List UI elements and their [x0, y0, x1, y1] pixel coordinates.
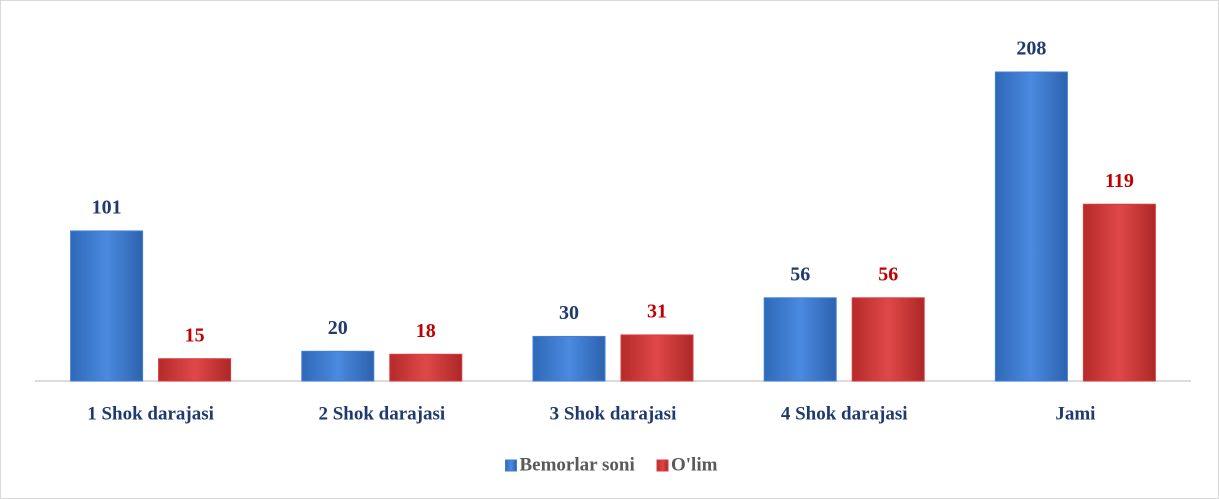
- data-label: 20: [328, 317, 348, 339]
- legend-label: O'lim: [671, 454, 718, 475]
- bar: [1082, 203, 1156, 382]
- bar: [994, 71, 1068, 382]
- x-tick-label: 1 Shok darajasi: [87, 403, 214, 424]
- bar: [70, 230, 144, 382]
- legend-swatch: [656, 459, 669, 472]
- bar: [532, 335, 606, 382]
- data-label: 119: [1105, 170, 1134, 192]
- legend-swatch: [505, 459, 517, 472]
- legend-label: Bemorlar soni: [520, 454, 635, 475]
- data-label: 18: [416, 320, 436, 342]
- x-tick-label: 3 Shok darajasi: [550, 403, 677, 424]
- bar: [620, 334, 694, 382]
- x-tick-label: Jami: [1055, 403, 1095, 424]
- data-label: 56: [878, 263, 898, 285]
- bar: [158, 358, 232, 382]
- bar: [851, 297, 925, 382]
- x-tick-label: 4 Shok darajasi: [781, 403, 908, 424]
- bar: [763, 297, 837, 382]
- bar: [389, 353, 463, 382]
- x-tick-label: 2 Shok darajasi: [318, 403, 445, 424]
- data-label: 101: [92, 197, 122, 219]
- data-label: 208: [1016, 38, 1046, 60]
- bar: [301, 350, 375, 382]
- data-label: 56: [790, 263, 810, 285]
- data-label: 30: [559, 302, 579, 324]
- data-label: 15: [185, 324, 205, 346]
- data-label: 31: [647, 301, 667, 323]
